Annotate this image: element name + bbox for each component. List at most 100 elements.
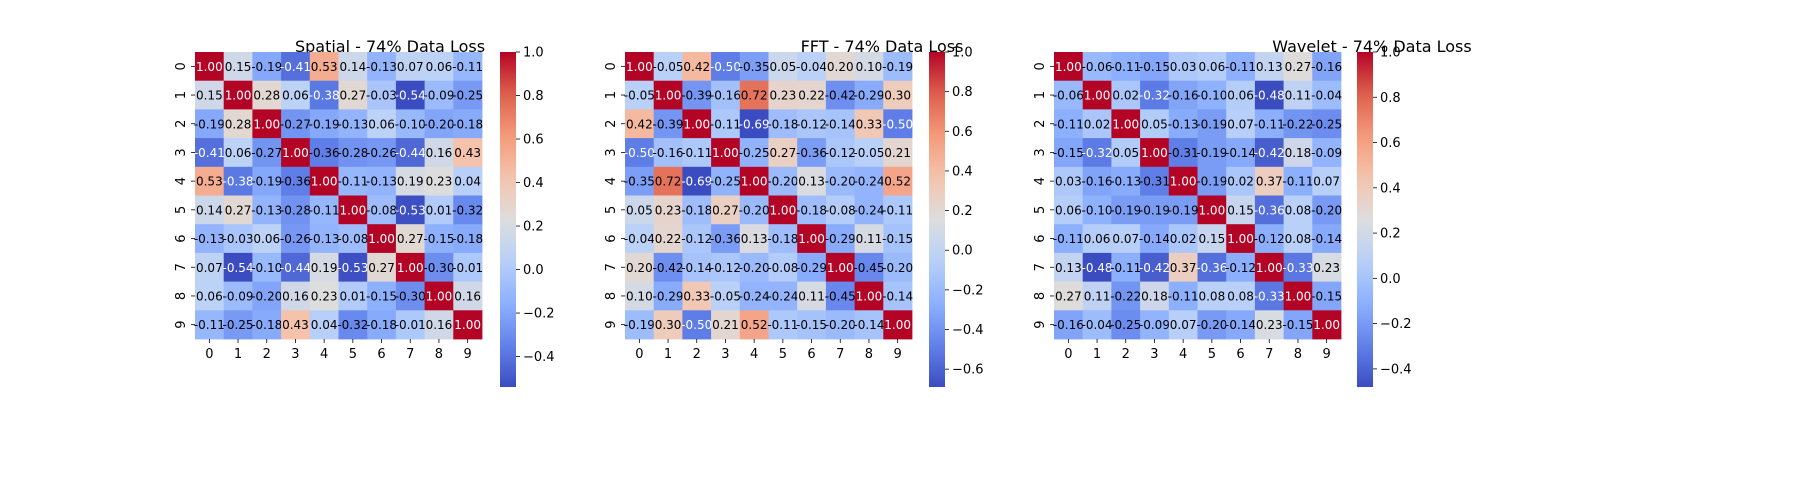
cell-value-label: -0.20: [1311, 203, 1342, 217]
x-tick-label: 4: [750, 347, 758, 362]
heatmap-cell: [653, 252, 683, 282]
heatmap-cell: [682, 281, 712, 311]
heatmap-cell: [711, 252, 741, 282]
cell-value-label: -0.42: [825, 89, 856, 103]
colorbar-tick-label: 0.2: [1380, 227, 1401, 242]
heatmap-cell: [395, 224, 425, 254]
heatmap-cell: [424, 109, 454, 139]
heatmap-cell: [453, 252, 483, 282]
heatmap-cell: [1168, 310, 1198, 340]
heatmap-cell: [367, 52, 397, 82]
heatmap-cell: [711, 195, 741, 225]
colorbar-tick-label: 0.8: [523, 89, 544, 104]
cell-value-label: -0.20: [423, 117, 454, 131]
y-tick-label: 9: [174, 321, 189, 329]
cell-value-label: 0.21: [712, 318, 739, 332]
heatmap-cell: [653, 109, 683, 139]
cell-value-label: -0.36: [710, 232, 741, 246]
cell-value-label: -0.39: [681, 89, 712, 103]
cell-value-label: 0.27: [339, 89, 366, 103]
heatmap-cell: [854, 166, 884, 196]
cell-value-label: -0.45: [853, 261, 884, 275]
cell-value-label: -0.10: [1196, 89, 1227, 103]
cell-value-label: -0.05: [653, 60, 684, 74]
heatmap-cell: [797, 109, 827, 139]
cell-value-label: 1.00: [225, 89, 252, 103]
cell-value-label: -0.11: [1168, 289, 1199, 303]
cell-value-label: -0.19: [194, 117, 225, 131]
cell-value-label: 0.37: [1170, 261, 1197, 275]
cell-value-label: -0.12: [1254, 232, 1285, 246]
cell-value-label: 0.01: [339, 289, 366, 303]
cell-value-label: -0.50: [681, 318, 712, 332]
cell-value-label: 0.72: [741, 89, 768, 103]
heatmap-cell: [453, 166, 483, 196]
y-tick-label: 1: [174, 91, 189, 99]
heatmap-cell: [797, 138, 827, 168]
cell-value-label: -0.19: [1110, 203, 1141, 217]
heatmap-cell: [1197, 310, 1227, 340]
cell-value-label: 1.00: [1285, 289, 1312, 303]
cell-value-label: -0.50: [710, 60, 741, 74]
cell-value-label: 0.15: [196, 89, 223, 103]
heatmap-cell: [395, 310, 425, 340]
heatmap-cell: [252, 109, 282, 139]
cell-value-label: -0.20: [251, 289, 282, 303]
cell-value-label: 1.00: [712, 146, 739, 160]
cell-value-label: 0.33: [856, 117, 883, 131]
colorbar-tick-label: 0.6: [1380, 136, 1401, 151]
cell-value-label: 0.06: [1084, 232, 1111, 246]
heatmap-cell: [711, 80, 741, 110]
cell-value-label: 1.00: [683, 117, 710, 131]
cell-value-label: -0.15: [1053, 146, 1084, 160]
cell-value-label: -0.12: [1225, 261, 1256, 275]
cell-value-label: 0.02: [1170, 232, 1197, 246]
cell-value-label: -0.18: [681, 203, 712, 217]
cell-value-label: -0.15: [423, 232, 454, 246]
heatmap-cell: [653, 166, 683, 196]
cell-value-label: 0.02: [1112, 89, 1139, 103]
heatmap-cell: [195, 252, 225, 282]
cell-value-label: 0.16: [426, 318, 453, 332]
cell-value-label: 0.06: [1198, 60, 1225, 74]
heatmap-cell: [711, 109, 741, 139]
cell-value-label: -0.13: [337, 117, 368, 131]
cell-value-label: 0.06: [225, 146, 252, 160]
heatmap-cell: [625, 310, 655, 340]
heatmap-cell: [1111, 195, 1141, 225]
cell-value-label: 0.21: [884, 146, 911, 160]
cell-value-label: -0.12: [796, 117, 827, 131]
heatmap-cell: [883, 109, 913, 139]
cell-value-label: -0.36: [1196, 261, 1227, 275]
heatmap-cell: [195, 52, 225, 82]
heatmap-cell: [1140, 281, 1170, 311]
heatmap-cell: [1082, 281, 1112, 311]
x-tick-label: 5: [349, 347, 357, 362]
heatmap-cell: [281, 166, 311, 196]
heatmap-cell: [1140, 166, 1170, 196]
cell-value-label: -0.19: [309, 117, 340, 131]
cell-value-label: -0.33: [1282, 261, 1313, 275]
heatmap-cell: [883, 52, 913, 82]
cell-value-label: 0.08: [1285, 232, 1312, 246]
heatmap-cell: [825, 224, 855, 254]
heatmap-cell: [367, 80, 397, 110]
x-tick-label: 2: [1122, 347, 1130, 362]
heatmap-cell: [195, 195, 225, 225]
heatmap-cell: [739, 52, 769, 82]
cell-value-label: -0.08: [825, 203, 856, 217]
heatmap-cell: [223, 138, 253, 168]
cell-value-label: 0.04: [454, 175, 481, 189]
heatmap-cell: [453, 195, 483, 225]
cell-value-label: -0.29: [825, 232, 856, 246]
heatmap-cell: [223, 166, 253, 196]
cell-value-label: 1.00: [769, 203, 796, 217]
heatmap-cell: [195, 166, 225, 196]
heatmap-cell: [854, 252, 884, 282]
y-tick-label: 9: [604, 321, 619, 329]
heatmap-cell: [453, 224, 483, 254]
cell-value-label: 0.43: [454, 146, 481, 160]
y-tick-label: 5: [174, 206, 189, 214]
heatmap-cell: [1312, 166, 1342, 196]
cell-value-label: 1.00: [856, 289, 883, 303]
